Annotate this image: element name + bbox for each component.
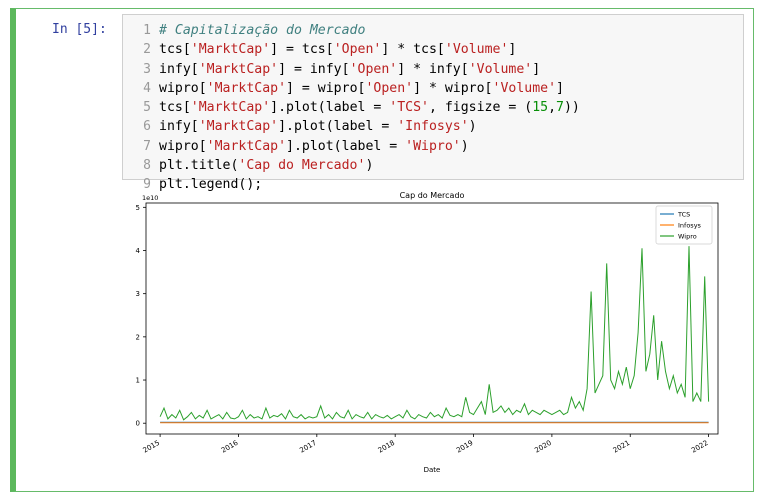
line-number: 1	[143, 23, 151, 38]
code-token: )	[460, 138, 469, 154]
code-token: 'Volume'	[444, 42, 509, 58]
chart-title: Cap do Mercado	[400, 191, 465, 200]
code-line[interactable]: infy['MarktCap'] = infy['Open'] * infy['…	[159, 60, 580, 79]
code-line[interactable]: plt.legend();	[159, 175, 580, 194]
code-token: ]	[556, 80, 564, 96]
code-token: , figsize = (	[428, 100, 533, 116]
legend-label: Infosys	[678, 222, 702, 230]
cell-prompt: In [5]:	[52, 22, 107, 37]
line-number: 9	[143, 177, 151, 193]
code-token: 7	[556, 100, 564, 116]
code-token: 'Cap do Mercado'	[238, 158, 366, 174]
code-cell[interactable]	[10, 8, 754, 492]
market-cap-chart: Cap do Mercado 1e10 Date 0 1 2 3 4 5 2015 2016 2017…	[136, 191, 719, 474]
y-offset-label: 1e10	[142, 194, 158, 202]
code-token: 'Infosys'	[397, 119, 469, 135]
code-token: 'MarktCap'	[206, 80, 287, 96]
code-line[interactable]: wipro['MarktCap'] = wipro['Open'] * wipr…	[159, 79, 580, 98]
code-token: plt.legend();	[159, 177, 263, 193]
code-token: ))	[563, 100, 580, 116]
code-token: ]	[532, 61, 541, 77]
line-number: 3	[143, 61, 151, 77]
code-token: )	[365, 158, 374, 174]
line-number: 5	[143, 100, 151, 116]
line-number: 4	[143, 80, 151, 96]
code-token: 'Volume'	[492, 80, 557, 96]
series-line-wipro	[159, 246, 710, 421]
legend-label: Wipro	[678, 233, 697, 241]
y-tick-label: 4	[136, 247, 141, 255]
line-number-gutter: 1 2 3 4 5 6 7 8 9	[123, 21, 151, 195]
legend-box	[655, 205, 713, 245]
x-tick-label: 2017	[298, 439, 317, 455]
code-token: 'Open'	[349, 61, 398, 77]
y-tick-label: 0	[136, 420, 140, 428]
code-token: infy[	[159, 119, 199, 135]
code-token: # Capitalização do Mercado	[159, 23, 366, 38]
code-line[interactable]: plt.title('Cap do Mercado')	[159, 156, 580, 175]
code-token: ]	[508, 42, 517, 58]
code-token: plt.title(	[159, 158, 239, 174]
code-token: ] = wipro[	[286, 80, 366, 96]
y-tick-label: 1	[136, 377, 140, 385]
x-tick-label: 2021	[612, 439, 631, 455]
code-token: 'Volume'	[468, 61, 533, 77]
code-token: ].plot(label =	[278, 119, 398, 135]
code-token: 'MarktCap'	[198, 61, 279, 77]
x-tick-label: 2016	[220, 439, 240, 455]
code-token: 'MarktCap'	[198, 119, 279, 135]
code-token: ] * infy[	[397, 61, 469, 77]
line-number: 8	[143, 158, 151, 174]
line-number: 7	[143, 138, 151, 154]
code-token: 15	[532, 100, 549, 116]
code-token: ].plot(label =	[270, 100, 390, 116]
code-line[interactable]: infy['MarktCap'].plot(label = 'Infosys')	[159, 117, 580, 136]
code-token: ,	[548, 100, 557, 116]
line-number: 2	[143, 42, 151, 58]
legend-label: TCS	[677, 211, 690, 219]
x-tick-label: 2019	[455, 439, 474, 455]
x-tick-label: 2020	[533, 439, 552, 455]
code-token: infy[	[159, 61, 199, 77]
y-tick-label: 3	[136, 290, 140, 298]
code-token: ].plot(label =	[286, 138, 406, 154]
code-area[interactable]: # Capitalização do Mercado tcs['MarktCap'…	[159, 21, 580, 195]
code-line[interactable]: # Capitalização do Mercado	[159, 21, 580, 40]
line-number: 6	[143, 119, 151, 135]
code-token: ] = tcs[	[270, 42, 334, 58]
code-token: tcs[	[159, 42, 191, 58]
code-token: ] = infy[	[278, 61, 350, 77]
code-token: 'MarktCap'	[190, 42, 271, 58]
code-token: tcs[	[159, 100, 191, 116]
x-tick-label: 2015	[142, 439, 161, 455]
code-token: 'Open'	[365, 80, 414, 96]
code-line[interactable]: tcs['MarktCap'].plot(label = 'TCS', figs…	[159, 98, 580, 117]
code-token: 'MarktCap'	[206, 138, 287, 154]
code-token: 'MarktCap'	[190, 100, 271, 116]
code-token: ] * tcs[	[381, 42, 445, 58]
code-token: 'Open'	[333, 42, 382, 58]
x-axis-label: Date	[424, 466, 441, 474]
x-tick-label: 2018	[377, 439, 396, 455]
code-editor[interactable]: 1 2 3 4 5 6 7 8 9 # Capitalização do Mercado tcs[…	[122, 14, 744, 192]
code-token: 'Wipro'	[405, 138, 461, 154]
code-token: 'TCS'	[389, 100, 429, 116]
y-tick-label: 5	[136, 204, 140, 212]
code-token: wipro[	[159, 138, 207, 154]
code-token: )	[468, 119, 477, 135]
code-line[interactable]: wipro['MarktCap'].plot(label = 'Wipro')	[159, 137, 580, 156]
plot-frame	[145, 202, 719, 435]
code-line[interactable]: tcs['MarktCap'] = tcs['Open'] * tcs['Vol…	[159, 40, 580, 59]
x-tick-label: 2022	[690, 439, 709, 455]
code-token: wipro[	[159, 80, 207, 96]
code-token: ] * wipro[	[413, 80, 493, 96]
y-tick-label: 2	[136, 333, 140, 341]
cell-output: Cap do Mercado 1e10 Date 0 1 2 3 4 5 2015 2016 2017…	[122, 186, 744, 486]
